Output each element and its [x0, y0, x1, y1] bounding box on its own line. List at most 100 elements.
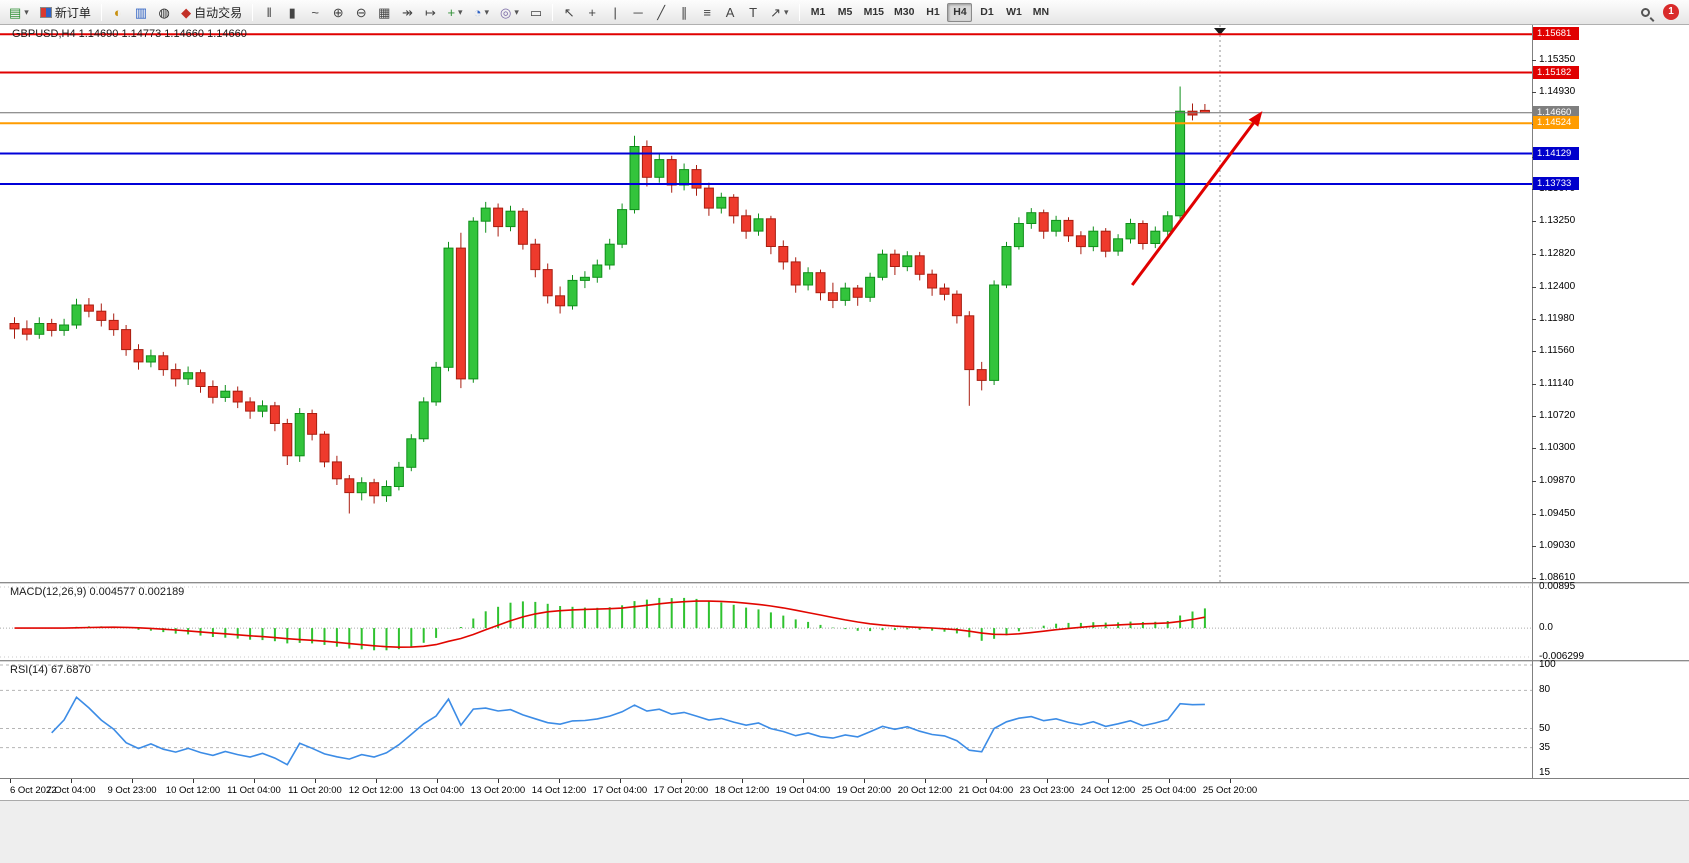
timeframe-h1-button[interactable]: H1 — [920, 3, 945, 22]
profiles-icon: ◐ — [113, 4, 122, 20]
horizontal-line-button[interactable]: ─ — [627, 2, 649, 23]
time-tick-label: 24 Oct 12:00 — [1080, 785, 1136, 796]
chevron-down-icon: ▾ — [514, 6, 519, 17]
timeframe-m15-button[interactable]: M15 — [860, 3, 888, 22]
autotrade-button[interactable]: ◆ 自动交易 — [176, 2, 247, 23]
time-tick-label: 6 Oct 2022 — [10, 785, 57, 796]
price-badge: 1.14660 — [1533, 105, 1579, 119]
new-chart-icon: ▤ — [9, 4, 22, 20]
arrows-icon: ↗ — [770, 4, 782, 20]
new-chart-button[interactable]: ▤ ▾ — [4, 2, 34, 23]
time-tick — [71, 779, 72, 783]
alerts-button[interactable]: ▭ — [525, 2, 547, 23]
time-tick — [376, 779, 377, 783]
price-tick-label: 1.11980 — [1539, 312, 1575, 324]
vertical-line-button[interactable]: | — [604, 2, 626, 23]
timeframe-m30-button[interactable]: M30 — [890, 3, 918, 22]
price-tick-label: 1.10300 — [1539, 442, 1576, 454]
vertical-line-icon: | — [613, 4, 617, 20]
price-tick-label: 1.09030 — [1539, 539, 1576, 551]
search-button[interactable] — [1634, 2, 1656, 23]
time-tick — [681, 779, 682, 783]
new-order-button[interactable]: 新订单 — [35, 2, 96, 23]
zoom-in-button[interactable]: ⊕ — [327, 2, 349, 23]
cursor-button[interactable]: ↖ — [558, 2, 580, 23]
time-tick-label: 14 Oct 12:00 — [531, 785, 587, 796]
trendline-icon: ╱ — [657, 4, 666, 20]
panel-splitter[interactable] — [0, 660, 1689, 662]
price-tick-label: 1.13670 — [1539, 182, 1576, 194]
time-tick — [864, 779, 865, 783]
bar-chart-button[interactable]: ‖ — [258, 2, 280, 23]
text-icon: A — [725, 4, 735, 20]
time-tick-label: 12 Oct 12:00 — [348, 785, 404, 796]
time-tick-label: 18 Oct 12:00 — [714, 785, 770, 796]
line-chart-icon: ~ — [311, 4, 319, 20]
text-button[interactable]: A — [719, 2, 741, 23]
zoom-out-button[interactable]: ⊖ — [350, 2, 372, 23]
chevron-down-icon: ▾ — [784, 6, 789, 17]
rsi-axis-label: 15 — [1539, 767, 1551, 778]
periods-button[interactable]: ◔ ▾ — [469, 2, 494, 23]
fibonacci-button[interactable]: ≡ — [696, 2, 718, 23]
rsi-axis-label: 50 — [1539, 722, 1551, 734]
profiles-button[interactable]: ◐ — [107, 2, 129, 23]
chevron-down-icon: ▾ — [24, 6, 29, 17]
indicators-button[interactable]: + ▾ — [442, 2, 467, 23]
time-tick — [803, 779, 804, 783]
time-axis[interactable]: 6 Oct 2022 7 Oct 04:00 9 Oct 23:00 10 Oct 1… — [0, 778, 1689, 800]
templates-button[interactable]: ◎ ▾ — [495, 2, 524, 23]
toolbar-separator — [252, 3, 254, 21]
time-tick — [925, 779, 926, 783]
new-order-label: 新订单 — [54, 5, 91, 20]
rsi-panel[interactable] — [0, 662, 1532, 778]
time-tick — [193, 779, 194, 783]
timeframe-m1-button[interactable]: M1 — [806, 3, 831, 22]
timeframe-d1-button[interactable]: D1 — [974, 3, 999, 22]
price-tick-label: 1.11560 — [1539, 345, 1575, 357]
main-chart-canvas[interactable] — [0, 25, 1532, 582]
rsi-axis-label: 80 — [1539, 684, 1551, 696]
price-axis-border — [1532, 25, 1533, 800]
trend-arrow-head — [1248, 111, 1263, 127]
auto-scroll-button[interactable]: ↠ — [396, 2, 418, 23]
timeframe-w1-button[interactable]: W1 — [1001, 3, 1026, 22]
time-tick-label: 19 Oct 04:00 — [775, 785, 831, 796]
time-tick — [437, 779, 438, 783]
candle-chart-button[interactable]: ▮ — [281, 2, 303, 23]
chart-shift-button[interactable]: ↦ — [419, 2, 441, 23]
market-watch-button[interactable]: ▥ — [130, 2, 152, 23]
channel-button[interactable]: ∥ — [673, 2, 695, 23]
time-tick-label: 20 Oct 12:00 — [897, 785, 953, 796]
text-label-button[interactable]: T — [742, 2, 764, 23]
chevron-down-icon: ▾ — [484, 6, 489, 17]
cursor-icon: ↖ — [563, 4, 575, 20]
auto-scroll-icon: ↠ — [402, 4, 413, 20]
tile-windows-icon: ▦ — [378, 4, 391, 20]
notification-badge[interactable]: 1 — [1663, 4, 1679, 20]
timeframe-m5-button[interactable]: M5 — [833, 3, 858, 22]
zoom-out-icon: ⊖ — [355, 4, 367, 20]
time-tick-label: 7 Oct 04:00 — [46, 785, 96, 796]
templates-icon: ◎ — [499, 4, 512, 20]
tile-windows-button[interactable]: ▦ — [373, 2, 395, 23]
price-badge: 1.15182 — [1533, 65, 1579, 79]
panel-splitter[interactable] — [0, 582, 1689, 584]
price-tick-label: 1.14510 — [1539, 118, 1576, 130]
trendline-button[interactable]: ╱ — [650, 2, 672, 23]
navigator-button[interactable]: ◍ — [153, 2, 175, 23]
indicators-icon: + — [447, 4, 456, 20]
time-tick-label: 11 Oct 04:00 — [227, 785, 281, 796]
candle-chart-icon: ▮ — [288, 4, 296, 20]
timeframe-h4-button[interactable]: H4 — [947, 2, 973, 22]
line-chart-button[interactable]: ~ — [304, 2, 326, 23]
crosshair-button[interactable]: + — [581, 2, 603, 23]
macd-panel[interactable] — [0, 584, 1532, 660]
channel-icon: ∥ — [680, 4, 688, 20]
time-tick — [1047, 779, 1048, 783]
time-marker-triangle — [1214, 28, 1226, 35]
timeframe-mn-button[interactable]: MN — [1028, 3, 1053, 22]
zoom-in-icon: ⊕ — [332, 4, 344, 20]
time-tick — [1169, 779, 1170, 783]
arrows-button[interactable]: ↗ ▾ — [765, 2, 793, 23]
